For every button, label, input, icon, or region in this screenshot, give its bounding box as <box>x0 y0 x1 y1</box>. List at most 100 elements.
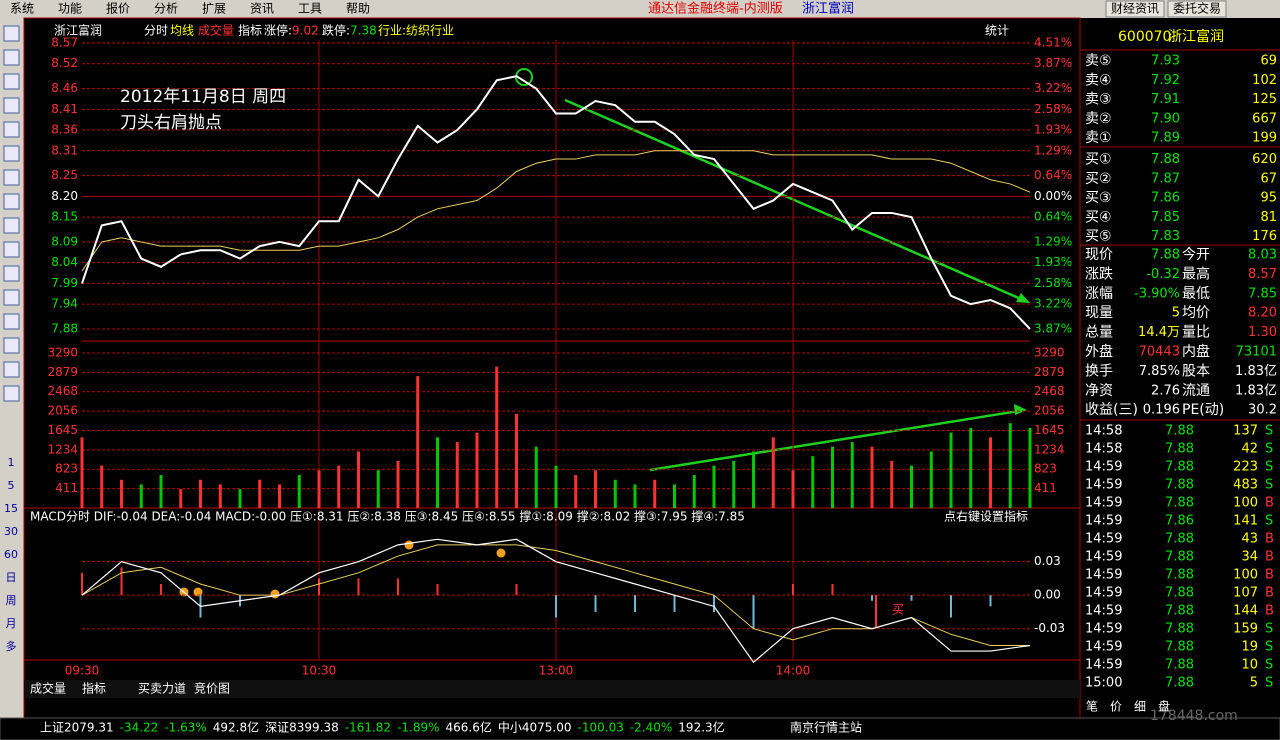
trade-side: B <box>1265 568 1274 583</box>
trade-price: 7.88 <box>1165 658 1194 673</box>
volume-tick-label: 1645 <box>1034 423 1065 437</box>
quote-value: 1.83亿 <box>1235 364 1277 379</box>
macd-bar <box>950 595 952 618</box>
macd-bar <box>515 584 518 596</box>
macd-bar <box>989 595 992 607</box>
trade-volume: 10 <box>1241 658 1258 673</box>
macd-bar <box>436 584 439 596</box>
toolbar-icon <box>3 25 20 42</box>
trade-time: 14:59 <box>1085 604 1122 619</box>
quote-label: 涨幅 <box>1085 286 1113 302</box>
volume-bar <box>139 484 143 508</box>
book-label: 买① <box>1085 152 1112 168</box>
trade-time: 14:59 <box>1085 568 1122 583</box>
volume-tick-label: 823 <box>55 462 78 476</box>
volume-bar <box>613 479 617 508</box>
quote-value: 73101 <box>1236 345 1277 360</box>
volume-bar <box>436 437 439 508</box>
macd-tick-label: 0.03 <box>1034 554 1061 568</box>
trade-volume: 5 <box>1250 676 1258 691</box>
toolbar-label: 多 <box>6 639 17 653</box>
limit-up: 9.02 <box>292 24 319 38</box>
book-price: 7.87 <box>1151 171 1180 186</box>
quote-value: 1.30 <box>1248 325 1277 340</box>
book-volume: 67 <box>1260 171 1277 186</box>
trade-price: 7.88 <box>1165 622 1194 637</box>
macd-bar <box>792 584 794 596</box>
book-price: 7.92 <box>1151 73 1180 88</box>
chart-tab: 均线 <box>170 24 194 38</box>
toolbar-label: 日 <box>6 571 17 584</box>
trade-side: B <box>1265 604 1274 619</box>
toolbar-label: 60 <box>4 548 18 561</box>
quote-label: 今开 <box>1182 247 1210 263</box>
volume-bar <box>534 446 538 508</box>
trade-price: 7.88 <box>1165 586 1194 601</box>
menu-item: 报价 <box>106 1 130 16</box>
volume-tick-label: 1234 <box>1034 442 1065 456</box>
quote-value: 8.20 <box>1248 306 1277 321</box>
price-tick-label: 8.57 <box>51 36 78 50</box>
volume-bar <box>357 451 360 508</box>
volume-bar <box>771 437 775 508</box>
trade-price: 7.88 <box>1165 676 1194 691</box>
volume-bar <box>574 475 578 508</box>
volume-tick-label: 2056 <box>1034 404 1065 418</box>
volume-bar <box>515 413 518 508</box>
trade-price: 7.88 <box>1165 496 1194 511</box>
volume-bar <box>455 442 459 508</box>
trend-arrow <box>649 408 1026 472</box>
book-volume: 102 <box>1252 73 1277 88</box>
chart-tab: 指标 <box>238 23 262 38</box>
trade-time: 14:59 <box>1085 478 1122 493</box>
toolbar-label: 30 <box>4 525 18 538</box>
quote-label: 净资 <box>1085 383 1113 399</box>
macd-bar <box>910 595 913 601</box>
stock-name: 浙江富润 <box>54 23 102 38</box>
status-item: -100.03 <box>578 721 624 735</box>
price-tick-label: 8.20 <box>51 189 78 203</box>
series-line <box>81 538 1031 664</box>
toolbar-icon <box>3 97 20 114</box>
panel-tab: 笔 <box>1086 699 1098 714</box>
menu-item: 工具 <box>298 2 322 16</box>
status-item: 深证8399.38 <box>265 721 339 735</box>
quote-value: 7.85 <box>1248 286 1277 301</box>
book-price: 7.90 <box>1151 111 1180 126</box>
book-label: 买⑤ <box>1085 229 1112 245</box>
toolbar-label: 月 <box>6 617 17 630</box>
volume-bar <box>179 489 183 508</box>
book-volume: 69 <box>1260 54 1277 69</box>
toolbar-label: 周 <box>6 594 17 607</box>
pct-tick-label: 3.22% <box>1034 81 1072 95</box>
volume-bar <box>120 479 123 508</box>
trade-side: B <box>1265 586 1274 601</box>
volume-tick-label: 411 <box>1034 481 1057 495</box>
trade-price: 7.88 <box>1165 604 1194 619</box>
toolbar-icon <box>3 193 20 210</box>
volume-bar <box>811 456 815 508</box>
status-item: 492.8亿 <box>213 720 259 735</box>
toolbar-label: 5 <box>8 479 15 492</box>
volume-tick-label: 3290 <box>47 346 78 360</box>
trade-side: B <box>1265 532 1274 547</box>
trade-time: 14:59 <box>1085 532 1122 547</box>
volume-bar <box>218 484 222 508</box>
server: 南京行情主站 <box>790 720 862 735</box>
quote-label: 现量 <box>1085 305 1113 321</box>
book-volume: 95 <box>1260 191 1277 206</box>
volume-bar <box>317 470 321 508</box>
trade-side: S <box>1265 658 1273 673</box>
top-button: 委托交易 <box>1173 1 1221 16</box>
trade-volume: 141 <box>1233 514 1258 529</box>
book-label: 卖⑤ <box>1085 53 1112 69</box>
trade-side: S <box>1265 424 1273 439</box>
quote-value: 2.76 <box>1151 383 1180 398</box>
trade-price: 7.88 <box>1165 442 1194 457</box>
volume-bar <box>416 376 420 508</box>
book-label: 卖③ <box>1085 92 1112 108</box>
macd-bar <box>831 584 834 596</box>
trade-price: 7.86 <box>1165 514 1194 529</box>
trade-side: S <box>1265 442 1273 457</box>
